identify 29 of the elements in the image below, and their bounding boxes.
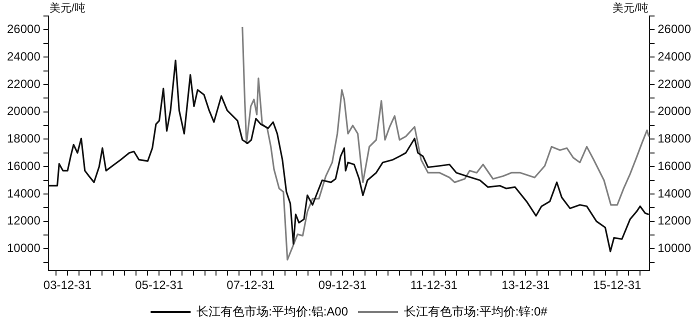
legend-label: 长江有色市场:平均价:铝:A00 <box>196 304 348 318</box>
y2-axis-title: 美元/吨 <box>612 2 649 15</box>
y-tick-label: 10000 <box>6 241 41 256</box>
y-axis-title: 美元/吨 <box>49 2 86 15</box>
y2-tick-label: 22000 <box>658 76 692 91</box>
y-tick-label: 16000 <box>6 158 41 173</box>
y-tick-label: 24000 <box>6 49 41 64</box>
legend-label: 长江有色市场:平均价:锌:0# <box>404 304 548 318</box>
y2-tick-label: 16000 <box>658 158 692 173</box>
y-tick-label: 20000 <box>6 104 41 118</box>
y2-tick-label: 14000 <box>658 186 692 200</box>
y2-tick-label: 18000 <box>658 132 692 146</box>
y2-tick-label: 24000 <box>658 49 692 64</box>
x-tick-label: 03-12-31 <box>43 278 92 292</box>
x-tick-label: 07-12-31 <box>226 278 276 292</box>
x-tick-label: 09-12-31 <box>318 278 367 292</box>
y-tick-label: 26000 <box>6 22 41 36</box>
y2-tick-label: 10000 <box>658 241 692 256</box>
x-tick-label: 05-12-31 <box>135 278 184 292</box>
y-tick-label: 12000 <box>6 214 41 228</box>
y-tick-label: 18000 <box>6 132 41 146</box>
y2-tick-label: 12000 <box>658 214 692 228</box>
y-tick-label: 14000 <box>6 186 41 200</box>
x-tick-label: 13-12-31 <box>502 278 550 292</box>
y2-tick-label: 26000 <box>658 22 692 36</box>
y2-tick-label: 20000 <box>658 104 692 118</box>
y-tick-label: 22000 <box>6 76 41 91</box>
x-tick-label: 11-12-31 <box>410 278 458 292</box>
x-tick-label: 15-12-31 <box>593 278 642 292</box>
